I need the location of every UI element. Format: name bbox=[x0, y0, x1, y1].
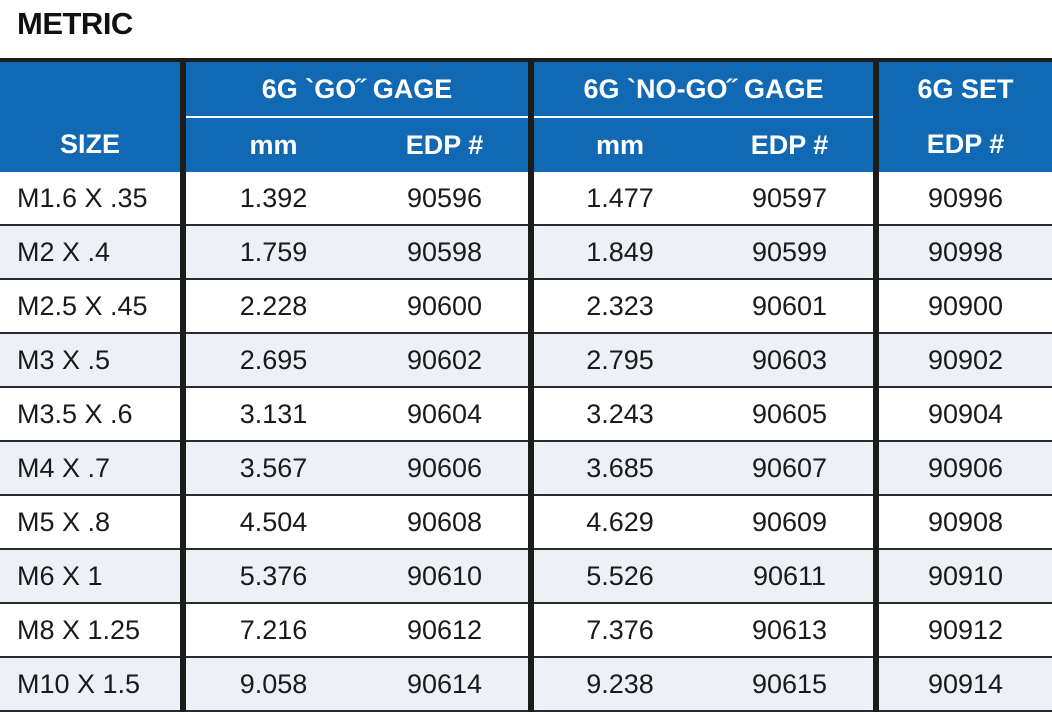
cell-nogo-edp: 90603 bbox=[706, 333, 877, 388]
cell-nogo-mm: 9.238 bbox=[528, 657, 706, 712]
cell-nogo-mm: 5.526 bbox=[528, 549, 706, 604]
cell-nogo-mm: 1.477 bbox=[528, 172, 706, 226]
header-nogo-mm: mm bbox=[528, 117, 706, 172]
cell-size: M6 X 1 bbox=[0, 549, 183, 604]
cell-nogo-mm: 7.376 bbox=[528, 603, 706, 658]
cell-go-mm: 1.392 bbox=[180, 172, 361, 226]
cell-go-mm: 2.695 bbox=[180, 333, 361, 388]
cell-go-edp: 90602 bbox=[361, 333, 531, 388]
cell-set-edp: 90908 bbox=[873, 495, 1052, 550]
cell-nogo-edp: 90615 bbox=[706, 657, 877, 712]
metric-gage-table: SIZE 6G `GO˝ GAGE 6G `NO-GO˝ GAGE 6G SET… bbox=[0, 62, 1052, 712]
cell-go-mm: 1.759 bbox=[180, 225, 361, 280]
page-title: METRIC bbox=[17, 6, 133, 41]
header-nogo-edp: EDP # bbox=[706, 117, 877, 172]
cell-set-edp: 90904 bbox=[873, 387, 1052, 442]
cell-go-edp: 90600 bbox=[361, 279, 531, 334]
cell-nogo-mm: 2.795 bbox=[528, 333, 706, 388]
cell-go-edp: 90612 bbox=[361, 603, 531, 658]
cell-set-edp: 90912 bbox=[873, 603, 1052, 658]
cell-size: M5 X .8 bbox=[0, 495, 183, 550]
header-go-edp: EDP # bbox=[361, 117, 531, 172]
cell-go-mm: 4.504 bbox=[180, 495, 361, 550]
cell-set-edp: 90996 bbox=[873, 172, 1052, 226]
cell-nogo-edp: 90609 bbox=[706, 495, 877, 550]
header-go-gage: 6G `GO˝ GAGE bbox=[180, 62, 531, 118]
table-row: M3.5 X .6 3.131 90604 3.243 90605 90904 bbox=[0, 387, 1052, 442]
table-row: M1.6 X .35 1.392 90596 1.477 90597 90996 bbox=[0, 172, 1052, 226]
cell-set-edp: 90906 bbox=[873, 441, 1052, 496]
cell-size: M8 X 1.25 bbox=[0, 603, 183, 658]
cell-nogo-mm: 2.323 bbox=[528, 279, 706, 334]
cell-nogo-mm: 4.629 bbox=[528, 495, 706, 550]
cell-go-mm: 5.376 bbox=[180, 549, 361, 604]
table-body: M1.6 X .35 1.392 90596 1.477 90597 90996 M2 X … bbox=[0, 172, 1052, 712]
cell-go-mm: 9.058 bbox=[180, 657, 361, 712]
table-row: M6 X 1 5.376 90610 5.526 90611 90910 bbox=[0, 549, 1052, 604]
cell-nogo-mm: 3.685 bbox=[528, 441, 706, 496]
cell-go-mm: 3.131 bbox=[180, 387, 361, 442]
cell-nogo-edp: 90601 bbox=[706, 279, 877, 334]
cell-go-edp: 90598 bbox=[361, 225, 531, 280]
table-row: M10 X 1.5 9.058 90614 9.238 90615 90914 bbox=[0, 657, 1052, 712]
header-nogo-gage: 6G `NO-GO˝ GAGE bbox=[527, 62, 877, 118]
cell-size: M3 X .5 bbox=[0, 333, 183, 388]
cell-set-edp: 90998 bbox=[873, 225, 1052, 280]
header-set: 6G SET bbox=[873, 62, 1052, 117]
cell-go-edp: 90606 bbox=[361, 441, 531, 496]
cell-go-edp: 90610 bbox=[361, 549, 531, 604]
cell-nogo-mm: 3.243 bbox=[528, 387, 706, 442]
cell-nogo-mm: 1.849 bbox=[528, 225, 706, 280]
cell-nogo-edp: 90605 bbox=[706, 387, 877, 442]
cell-size: M10 X 1.5 bbox=[0, 657, 183, 712]
cell-go-edp: 90604 bbox=[361, 387, 531, 442]
cell-nogo-edp: 90597 bbox=[706, 172, 877, 226]
table-row: M4 X .7 3.567 90606 3.685 90607 90906 bbox=[0, 441, 1052, 496]
cell-size: M2.5 X .45 bbox=[0, 279, 183, 334]
cell-set-edp: 90910 bbox=[873, 549, 1052, 604]
header-go-mm: mm bbox=[180, 117, 361, 172]
header-size: SIZE bbox=[0, 62, 183, 172]
cell-nogo-edp: 90611 bbox=[706, 549, 877, 604]
cell-go-mm: 7.216 bbox=[180, 603, 361, 658]
cell-set-edp: 90900 bbox=[873, 279, 1052, 334]
header-set-edp: EDP # bbox=[873, 117, 1052, 172]
cell-size: M3.5 X .6 bbox=[0, 387, 183, 442]
table-row: M3 X .5 2.695 90602 2.795 90603 90902 bbox=[0, 333, 1052, 388]
table-row: M8 X 1.25 7.216 90612 7.376 90613 90912 bbox=[0, 603, 1052, 658]
cell-go-mm: 2.228 bbox=[180, 279, 361, 334]
cell-nogo-edp: 90599 bbox=[706, 225, 877, 280]
cell-go-edp: 90614 bbox=[361, 657, 531, 712]
cell-set-edp: 90914 bbox=[873, 657, 1052, 712]
table-row: M2.5 X .45 2.228 90600 2.323 90601 90900 bbox=[0, 279, 1052, 334]
cell-size: M4 X .7 bbox=[0, 441, 183, 496]
cell-set-edp: 90902 bbox=[873, 333, 1052, 388]
cell-nogo-edp: 90613 bbox=[706, 603, 877, 658]
cell-size: M1.6 X .35 bbox=[0, 172, 183, 226]
cell-go-mm: 3.567 bbox=[180, 441, 361, 496]
table-row: M5 X .8 4.504 90608 4.629 90609 90908 bbox=[0, 495, 1052, 550]
cell-size: M2 X .4 bbox=[0, 225, 183, 280]
cell-go-edp: 90608 bbox=[361, 495, 531, 550]
cell-nogo-edp: 90607 bbox=[706, 441, 877, 496]
table-row: M2 X .4 1.759 90598 1.849 90599 90998 bbox=[0, 225, 1052, 280]
table-top-rule bbox=[0, 58, 1052, 64]
cell-go-edp: 90596 bbox=[361, 172, 531, 226]
